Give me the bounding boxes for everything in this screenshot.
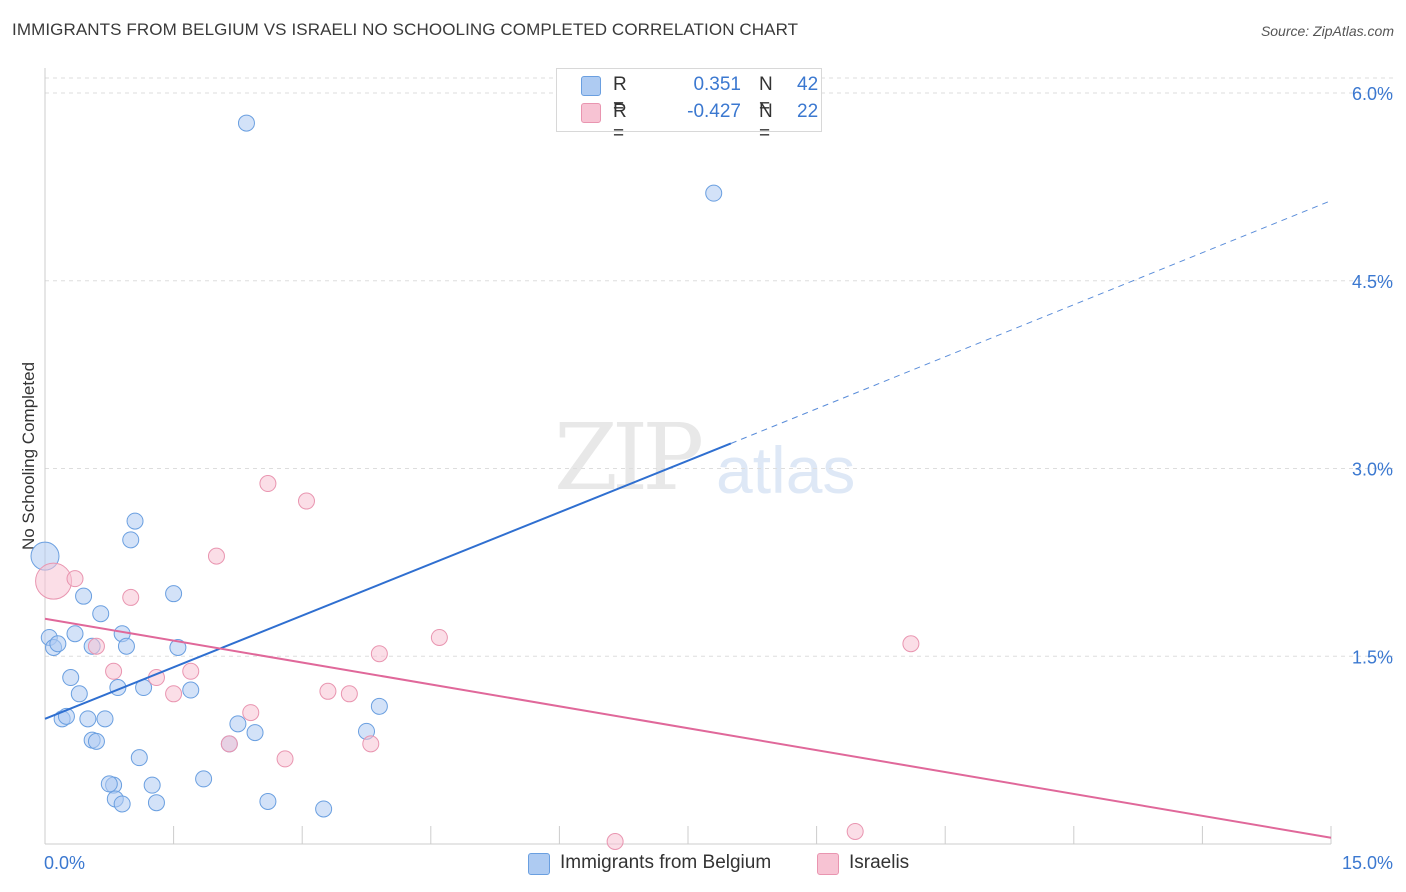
data-point-belgium [49,635,67,653]
data-point-israeli [340,685,358,703]
data-point-belgium [705,184,723,202]
data-point-belgium [113,795,131,813]
x-tick-label: 0.0% [44,853,85,873]
legend-swatch-belgium [581,76,601,96]
chart-title: IMMIGRANTS FROM BELGIUM VS ISRAELI NO SC… [12,20,799,39]
legend-r-value: 0.351 [693,74,741,95]
data-point-belgium [130,749,148,767]
data-point-israeli [430,628,448,646]
trend-line-israeli [44,617,1332,839]
data-point-belgium [96,710,114,728]
data-point-belgium [100,775,118,793]
bottom-legend-label-belgium: Immigrants from Belgium [560,852,772,873]
data-point-israeli [220,735,238,753]
data-point-israeli [165,685,183,703]
data-point-israeli [606,832,624,850]
data-point-belgium [66,625,84,643]
data-point-belgium [237,114,255,132]
data-point-israeli [87,637,105,655]
data-point-belgium [126,512,144,530]
y-axis-label: No Schooling Completed [19,362,38,550]
data-point-israeli [276,750,294,768]
trend-line-belgium [44,442,732,720]
source-label: Source: ZipAtlas.com [1260,23,1394,39]
data-point-belgium [79,710,97,728]
y-tick-label: 4.5% [1352,272,1393,292]
y-tick-label: 6.0% [1352,84,1393,104]
data-point-israeli [297,492,315,510]
data-point-belgium [92,605,110,623]
data-point-belgium [117,637,135,655]
data-point-israeli [846,822,864,840]
data-point-belgium [165,585,183,603]
legend-swatch-israelis [581,103,601,123]
data-point-israeli [182,662,200,680]
data-point-belgium [370,697,388,715]
y-tick-label: 3.0% [1352,460,1393,480]
x-tick-label: 15.0% [1342,853,1393,873]
watermark-atlas: atlas [716,433,856,507]
data-point-belgium [195,770,213,788]
data-point-belgium [62,669,80,687]
legend-n-value: 42 [797,74,819,95]
data-point-israeli [370,645,388,663]
legend-n-label: N = [759,74,773,117]
trend-extension-belgium [730,200,1332,444]
y-tick-label: 1.5% [1352,647,1393,667]
data-point-belgium [259,792,277,810]
legend-r-label: R = [613,101,627,144]
data-point-belgium [122,531,140,549]
data-point-belgium [70,685,88,703]
data-point-israeli [242,704,260,722]
data-point-israeli [122,588,140,606]
data-point-belgium [169,638,187,656]
watermark-zip: ZIP [554,404,704,511]
data-point-israeli [902,635,920,653]
data-point-israeli [259,475,277,493]
data-point-belgium [315,800,333,818]
data-point-israeli [35,562,73,600]
data-point-belgium [87,732,105,750]
legend-r-label: R = [613,74,627,117]
correlation-legend: R = 0.351 N = 42 R = -0.427 N = 22 [556,68,822,144]
data-point-belgium [75,587,93,605]
data-point-belgium [229,715,247,733]
bottom-legend-swatch-belgium [528,853,550,875]
data-point-belgium [246,724,264,742]
data-point-israeli [319,682,337,700]
data-point-israeli [362,735,380,753]
data-point-israeli [105,662,123,680]
bottom-legend-swatch-israelis [817,853,839,875]
data-point-israeli [66,570,84,588]
data-point-belgium [147,794,165,812]
legend-r-value: -0.427 [687,101,741,122]
data-point-israeli [207,547,225,565]
bottom-legend-label-israelis: Israelis [849,852,910,873]
data-point-belgium [182,681,200,699]
data-point-belgium [143,776,161,794]
legend-n-value: 22 [797,101,819,122]
legend-n-label: N = [759,101,773,144]
